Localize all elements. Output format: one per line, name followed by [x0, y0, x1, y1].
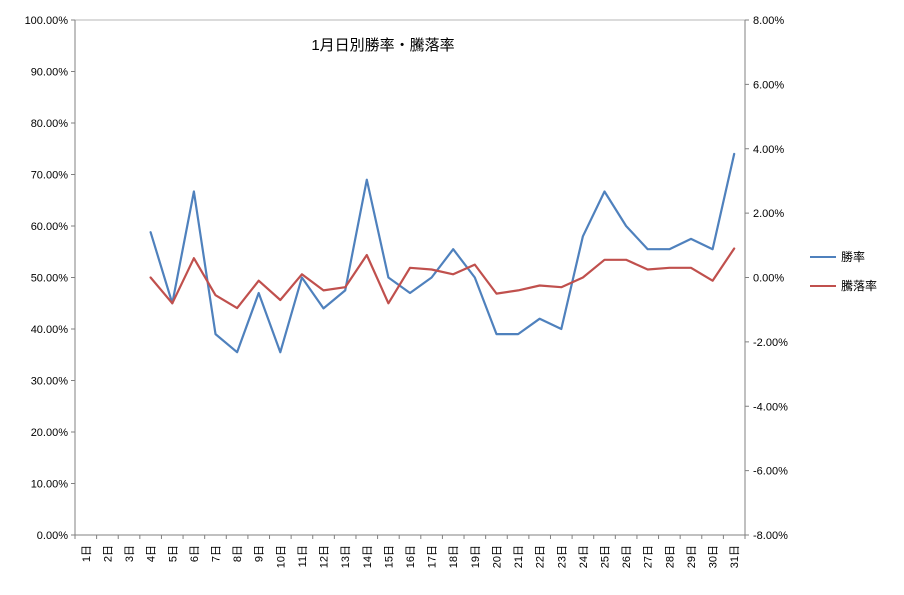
- left-axis-label: 50.00%: [31, 273, 69, 285]
- x-axis-label: 22日: [535, 545, 547, 568]
- left-axis-label: 80.00%: [31, 118, 69, 130]
- left-axis-label: 60.00%: [31, 221, 69, 233]
- legend-line-win-rate: [810, 255, 836, 258]
- x-axis-label: 31日: [729, 545, 741, 568]
- x-axis-label: 3日: [124, 545, 136, 562]
- right-axis-label: -8.00%: [753, 530, 788, 542]
- legend-label-change-rate: 騰落率: [841, 279, 878, 293]
- legend-label-win-rate: 勝率: [841, 250, 866, 264]
- x-axis-label: 23日: [556, 545, 568, 568]
- right-axis-label: -6.00%: [753, 466, 788, 478]
- left-axis-label: 0.00%: [37, 530, 68, 542]
- x-axis-label: 27日: [643, 545, 655, 568]
- left-axis-label: 20.00%: [31, 427, 69, 439]
- plot-border: [74, 19, 746, 536]
- left-axis-label: 40.00%: [31, 324, 69, 336]
- left-axis-label: 100.00%: [25, 15, 69, 27]
- x-axis-label: 24日: [578, 545, 590, 568]
- x-axis-label: 10日: [275, 545, 287, 568]
- left-axis-label: 70.00%: [31, 170, 69, 182]
- series-line-win-rate: [149, 152, 736, 354]
- left-axis-label: 90.00%: [31, 67, 69, 79]
- x-axis-label: 17日: [427, 545, 439, 568]
- x-axis-label: 11日: [297, 545, 309, 567]
- right-axis-label: 8.00%: [753, 15, 784, 27]
- x-axis-label: 8日: [232, 545, 244, 562]
- x-axis-label: 29日: [686, 545, 698, 568]
- chart-legend: 勝率 騰落率: [810, 248, 877, 294]
- left-axis-label: 10.00%: [31, 479, 69, 491]
- x-axis-label: 15日: [383, 545, 395, 568]
- right-axis-label: 0.00%: [753, 273, 784, 285]
- x-axis-label: 20日: [491, 545, 503, 568]
- x-axis-label: 25日: [600, 545, 612, 568]
- series-line-change-rate: [149, 247, 736, 310]
- x-axis-label: 2日: [102, 545, 114, 562]
- x-axis-label: 16日: [405, 545, 417, 568]
- x-axis-label: 7日: [210, 545, 222, 562]
- legend-item-change-rate: 騰落率: [810, 277, 877, 294]
- x-axis-label: 14日: [362, 545, 374, 568]
- x-axis-label: 9日: [254, 545, 266, 562]
- right-axis-label: -4.00%: [753, 401, 788, 413]
- chart-title: 1月日別勝率・騰落率: [311, 37, 455, 54]
- right-axis-label: 4.00%: [753, 144, 784, 156]
- right-axis-label: 2.00%: [753, 208, 784, 220]
- left-axis-label: 30.00%: [31, 376, 69, 388]
- x-axis-label: 1日: [81, 545, 93, 562]
- right-axis-label: 6.00%: [753, 79, 784, 91]
- x-axis-label: 18日: [448, 545, 460, 568]
- right-axis-label: -2.00%: [753, 337, 788, 349]
- x-axis-label: 21日: [513, 545, 525, 568]
- x-axis-label: 12日: [319, 545, 331, 568]
- x-axis-label: 30日: [708, 545, 720, 568]
- x-axis-label: 4日: [146, 545, 158, 562]
- x-axis-label: 5日: [167, 545, 179, 562]
- x-axis-label: 13日: [340, 545, 352, 568]
- x-axis-label: 6日: [189, 545, 201, 562]
- x-axis-label: 19日: [470, 545, 482, 568]
- x-axis-label: 28日: [664, 545, 676, 568]
- legend-item-win-rate: 勝率: [810, 248, 877, 265]
- x-axis-label: 26日: [621, 545, 633, 568]
- legend-line-change-rate: [810, 284, 836, 287]
